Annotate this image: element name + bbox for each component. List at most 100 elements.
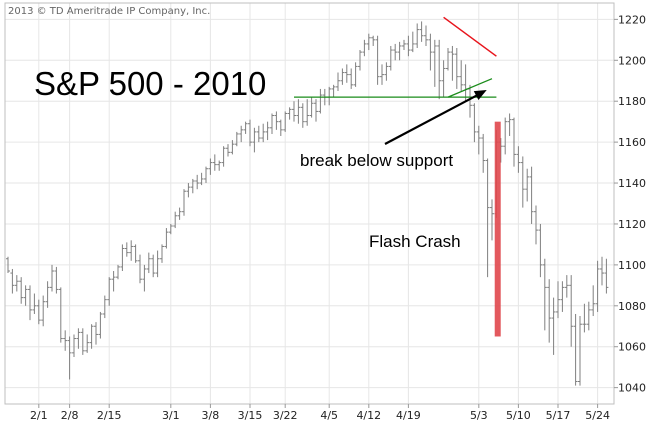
ohlc-bar [397,41,402,61]
x-axis: 2/1 2/8 2/15 3/1 3/8 3/15 3/22 4/5 4/12 4/19 5/3 5/… [30,404,610,422]
ohlc-bar [116,264,120,280]
ohlc-bar [168,223,173,235]
chart-title: S&P 500 - 2010 [34,65,266,102]
ohlc-bar [72,334,76,357]
ohlc-bar [243,121,248,134]
x-tick-label: 3/8 [202,409,220,422]
flash-crash-bar [494,121,501,337]
y-axis: 1040 1060 1080 1100 1120 1140 1160 1180 1200 1220 [614,13,646,395]
ohlc-bar [195,174,200,190]
x-tick-label: 2/15 [97,409,122,422]
ohlc-bar [410,31,415,53]
ohlc-bar [89,324,94,349]
ohlc-bar [124,242,129,257]
x-tick-label: 4/12 [356,409,381,422]
copyright-text: 2013 © TD Ameritrade IP Company, Inc. [8,6,210,17]
ohlc-bar [23,285,28,306]
ohlc-bar [529,166,534,224]
ohlc-bar [446,48,450,71]
ohlc-bar [331,84,336,98]
ohlc-bar [415,23,420,49]
y-tick-label: 1100 [618,259,646,272]
ohlc-bar [129,240,134,261]
ohlc-bar [107,277,112,306]
y-tick-label: 1180 [618,95,646,108]
ohlc-bar [437,39,442,100]
arrow-head [473,89,487,100]
ohlc-bar [578,316,582,386]
y-tick-label: 1140 [618,177,646,190]
y-tick-label: 1120 [618,218,646,231]
resistance-line [443,16,497,57]
ohlc-bar [538,223,543,278]
ohlc-bar [155,250,160,278]
ohlc-bar [595,260,600,312]
ohlc-bar [292,101,296,122]
ohlc-bar [375,35,380,85]
flash-crash-annotation: Flash Crash [369,232,461,251]
ohlc-bar [173,211,178,229]
ohlc-bar [252,127,257,153]
ohlc-bar [182,189,186,216]
ohlc-bar [472,103,477,143]
ohlc-bar [344,64,349,83]
ohlc-bar [586,301,591,331]
price-bars [6,21,609,386]
x-tick-label: 5/24 [585,409,610,422]
ohlc-bar [151,254,156,278]
ohlc-bar [485,158,490,278]
ohlc-bar [248,119,252,147]
x-tick-label: 5/10 [506,409,531,422]
x-tick-label: 3/1 [162,409,180,422]
ohlc-bar [432,39,437,87]
ohlc-bar [283,111,288,132]
x-tick-label: 4/5 [320,409,338,422]
ohlc-bar [419,21,424,42]
ohlc-bar [76,328,81,349]
ohlc-bar [41,295,46,327]
x-tick-label: 2/1 [30,409,48,422]
x-tick-label: 5/17 [546,409,571,422]
ohlc-bar [212,154,217,171]
ohlc-bar [28,285,32,321]
ohlc-bar [512,117,516,167]
ohlc-bar [569,275,574,347]
ohlc-bar [380,64,384,85]
ohlc-bar [402,39,406,51]
ohlc-bar [111,271,116,292]
ohlc-bar [164,228,169,249]
ohlc-bar [384,62,389,81]
ohlc-bar [450,45,455,81]
ohlc-bar [138,254,142,284]
ohlc-bar [582,303,587,333]
ohlc-bar [120,244,125,272]
ohlc-bar [63,330,68,351]
ohlc-bar [226,144,230,157]
ohlc-bar [454,48,459,89]
ohlc-bar [349,68,354,89]
ohlc-bar [85,334,90,353]
ohlc-bar [520,156,525,208]
y-tick-label: 1220 [618,13,646,26]
ohlc-bar [274,111,279,130]
x-tick-label: 2/8 [61,409,79,422]
ohlc-bar [36,299,41,325]
x-tick-label: 3/22 [273,409,298,422]
ohlc-bar [98,311,103,339]
ohlc-bar [45,281,50,308]
ohlc-bar [547,279,552,343]
support-annotation: break below support [300,151,453,170]
ohlc-bar [67,336,72,380]
ohlc-bar [481,133,486,173]
ohlc-bar [278,119,283,136]
gridlines [5,3,614,404]
ohlc-bar [591,285,596,317]
ohlc-bar [160,244,164,263]
ohlc-bar [490,199,494,241]
ohlc-bar [314,99,318,122]
ohlc-bar [208,158,213,175]
ohlc-bar [525,168,530,202]
y-tick-label: 1080 [618,300,646,313]
ohlc-bar [560,281,565,312]
